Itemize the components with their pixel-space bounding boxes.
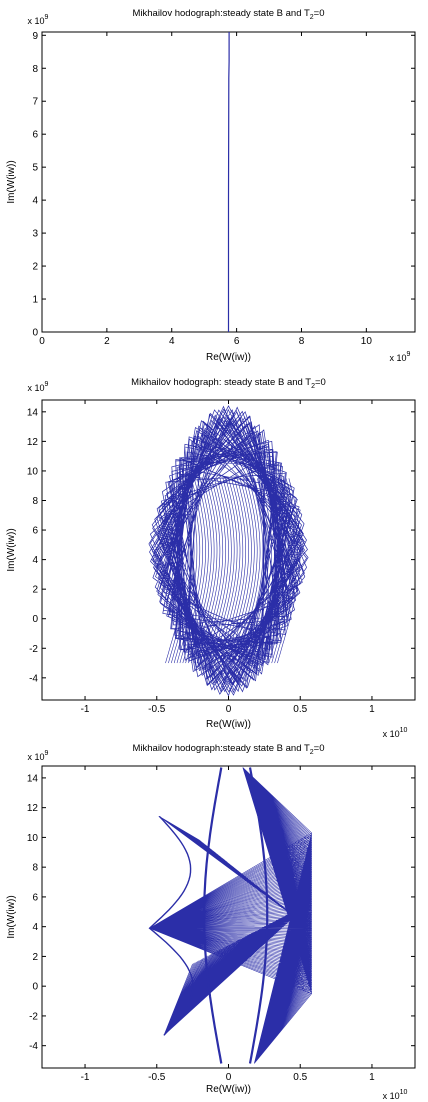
series-group	[229, 32, 230, 332]
y-tick-label: 4	[32, 555, 38, 566]
y-tick-label: 0	[32, 982, 38, 993]
x-axis-label: Re(W(iw))	[206, 352, 251, 363]
y-tick-label: 4	[32, 196, 38, 207]
y-tick-label: 6	[32, 130, 38, 141]
y-tick-label: 9	[32, 31, 38, 42]
x-tick-label: -1	[81, 704, 90, 715]
chart-title: Mikhailov hodograph: steady state B and …	[131, 377, 326, 390]
series-line	[229, 32, 230, 332]
y-axis-label: Im(W(iw))	[6, 160, 17, 203]
y-tick-label: 12	[27, 437, 39, 448]
y-axis-label: Im(W(iw))	[6, 528, 17, 571]
x-tick-label: 0	[226, 704, 232, 715]
x-axis-label: Re(W(iw))	[206, 1084, 251, 1095]
x-tick-label: 0.5	[293, 1072, 307, 1083]
chart-title: Mikhailov hodograph:steady state B and T…	[132, 8, 324, 21]
y-tick-label: 6	[32, 892, 38, 903]
y-tick-label: 2	[32, 262, 38, 273]
x-axis-multiplier: x 1010	[383, 1089, 408, 1101]
x-tick-label: 10	[361, 336, 373, 347]
y-axis-multiplier: x 109	[28, 14, 49, 26]
x-tick-label: 4	[169, 336, 175, 347]
y-tick-label: 10	[27, 466, 39, 477]
x-tick-label: 0	[226, 1072, 232, 1083]
y-axis-label: Im(W(iw))	[6, 895, 17, 938]
y-tick-label: 14	[27, 773, 39, 784]
chart-3: -1 -0.5 0 0.5 1 -4 -2 0 2 4 6 8 10 12 14 Mikhailov hodo…	[6, 743, 415, 1101]
x-tick-label: 6	[234, 336, 240, 347]
y-tick-label: 10	[27, 833, 39, 844]
y-tick-label: 4	[32, 922, 38, 933]
y-tick-label: -2	[29, 1011, 38, 1022]
y-axis-multiplier: x 109	[28, 381, 49, 393]
x-tick-label: 2	[104, 336, 110, 347]
chart-2: -1 -0.5 0 0.5 1 -4 -2 0 2 4 6 8 10 12 14 Mikhailov hodo…	[6, 377, 415, 739]
y-tick-label: 8	[32, 64, 38, 75]
x-tick-label: 1	[369, 1072, 375, 1083]
y-tick-label: 8	[32, 863, 38, 874]
y-tick-label: 0	[32, 328, 38, 339]
x-tick-label: -0.5	[148, 1072, 166, 1083]
chart-1: 0 2 4 6 8 10 0 1 2 3 4 5 6 7 8 9 Mikhailov hodograph:ste…	[6, 8, 415, 363]
x-axis-multiplier: x 109	[390, 351, 411, 363]
y-tick-label: 6	[32, 526, 38, 537]
y-tick-label: 0	[32, 614, 38, 625]
y-tick-label: 7	[32, 97, 38, 108]
y-axis-multiplier: x 109	[28, 750, 49, 762]
x-tick-label: 0	[39, 336, 45, 347]
y-tick-label: -2	[29, 644, 38, 655]
x-tick-label: 0.5	[293, 704, 307, 715]
x-tick-label: -1	[81, 1072, 90, 1083]
x-tick-label: -0.5	[148, 704, 166, 715]
y-tick-label: 14	[27, 407, 39, 418]
y-tick-label: 2	[32, 952, 38, 963]
y-tick-label: 1	[32, 295, 38, 306]
y-tick-label: 3	[32, 229, 38, 240]
x-tick-label: 1	[369, 704, 375, 715]
x-axis-label: Re(W(iw))	[206, 719, 251, 730]
y-tick-label: 5	[32, 163, 38, 174]
y-tick-label: 12	[27, 803, 39, 814]
chart-title: Mikhailov hodograph:steady state B and T…	[132, 743, 324, 756]
y-tick-label: -4	[29, 1041, 38, 1052]
y-tick-label: -4	[29, 673, 38, 684]
y-tick-label: 2	[32, 585, 38, 596]
x-axis-multiplier: x 1010	[383, 727, 408, 739]
x-tick-label: 8	[299, 336, 305, 347]
y-tick-label: 8	[32, 496, 38, 507]
